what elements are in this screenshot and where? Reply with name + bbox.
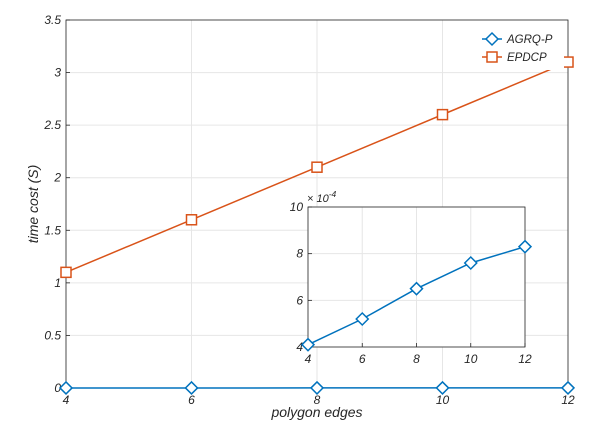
legend-label-agrq-p: AGRQ-P <box>506 34 553 46</box>
main-x-tick-label: 4 <box>63 393 70 407</box>
main-point-agrq-p <box>435 380 450 395</box>
main-y-ticks: 0 0.5 1 1.5 2 2.5 3 3.5 <box>43 13 70 395</box>
main-point-epdcp <box>311 161 323 173</box>
main-y-tick-label: 3 <box>54 66 61 80</box>
main-series <box>58 56 576 396</box>
legend-label-epdcp: EPDCP <box>507 52 547 64</box>
inset-point-series-1 <box>517 239 533 254</box>
inset-exponent-base: × 10 <box>307 193 330 205</box>
legend-square-marker <box>486 51 498 63</box>
inset-x-tick-label: 12 <box>518 352 532 366</box>
main-y-tick-label: 1.5 <box>44 223 61 237</box>
inset-point-series-1 <box>463 255 478 271</box>
inset-y-ticks: 4 6 8 10 <box>290 200 312 354</box>
main-point-epdcp <box>60 266 72 279</box>
inset-plot: 4 6 8 10 12 4 6 8 10 × 10-4 <box>290 189 533 366</box>
main-x-tick-label: 12 <box>561 393 575 407</box>
main-point-agrq-p <box>560 380 576 395</box>
inset-x-tick-label: 8 <box>413 352 420 366</box>
inset-point-series-1 <box>300 337 316 352</box>
main-point-epdcp <box>436 108 449 121</box>
main-y-tick-label: 2 <box>53 171 61 185</box>
inset-y-tick-label: 4 <box>296 340 303 354</box>
main-x-tick-label: 8 <box>314 393 321 407</box>
main-grid <box>65 19 569 389</box>
inset-y-tick-label: 8 <box>296 247 303 261</box>
inset-point-series-1 <box>409 281 424 296</box>
x-axis-label: polygon edges <box>270 404 362 420</box>
main-point-epdcp <box>185 214 198 226</box>
main-x-tick-label: 10 <box>436 393 450 407</box>
inset-x-tick-label: 10 <box>464 352 478 366</box>
main-y-tick-label: 2.5 <box>43 118 61 132</box>
main-plot: 4 6 8 10 12 0 0.5 1 1.5 2 2.5 3 3.5 polygon edges t… <box>25 13 576 420</box>
y-axis-label: time cost (S) <box>25 165 41 244</box>
legend-diamond-marker <box>484 31 500 47</box>
main-point-agrq-p <box>58 380 74 396</box>
inset-exponent-power: -4 <box>329 189 337 199</box>
main-x-tick-label: 6 <box>188 393 195 407</box>
main-point-epdcp <box>562 56 574 68</box>
inset-y-tick-label: 10 <box>290 200 304 214</box>
inset-exponent-label: × 10-4 <box>307 189 337 205</box>
inset-series <box>300 239 533 352</box>
inset-point-series-1 <box>355 311 370 327</box>
inset-x-tick-label: 4 <box>305 352 312 366</box>
inset-y-tick-label: 6 <box>296 293 303 307</box>
main-y-tick-label: 3.5 <box>44 13 61 27</box>
main-point-agrq-p <box>309 380 325 395</box>
main-point-agrq-p <box>184 380 199 396</box>
inset-x-tick-label: 6 <box>359 352 366 366</box>
main-y-tick-label: 0.5 <box>44 328 61 342</box>
inset-x-ticks: 4 6 8 10 12 <box>305 343 532 366</box>
main-x-ticks: 4 6 8 10 12 <box>63 384 575 407</box>
main-y-tick-label: 0 <box>54 381 61 395</box>
main-y-tick-label: 1 <box>54 276 61 290</box>
legend: AGRQ-P EPDCP <box>476 30 564 70</box>
